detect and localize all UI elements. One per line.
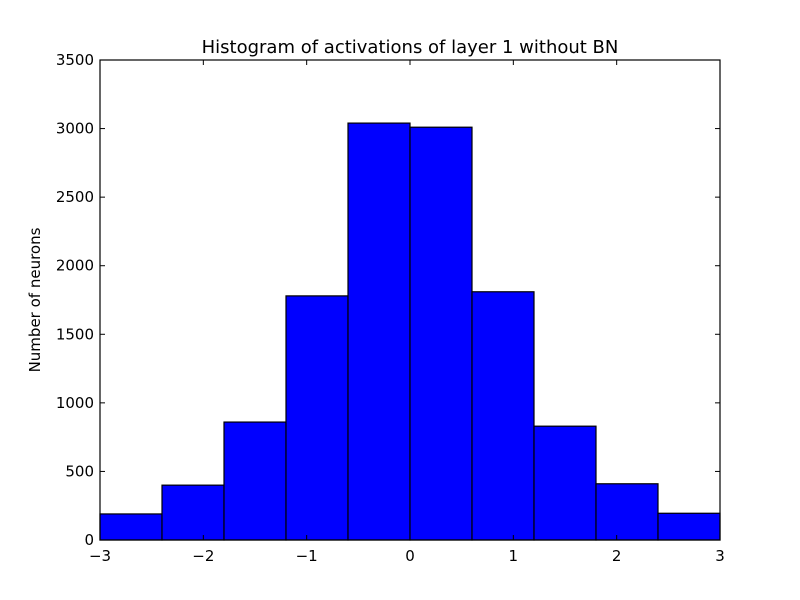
x-tick-label: 2 [612,547,622,565]
histogram-bar [657,512,721,541]
x-tick-label: 3 [715,547,725,565]
histogram-bar [409,126,473,541]
histogram-bar [285,295,349,541]
y-tick-label: 3500 [56,51,94,69]
y-axis-label: Number of neurons [26,227,44,372]
bars-group [99,122,721,541]
y-tick-label: 1500 [56,325,94,343]
chart-title: Histogram of activations of layer 1 with… [202,37,619,58]
y-tick-label: 1000 [56,394,94,412]
x-tick-label: 0 [405,547,415,565]
histogram-bar [223,421,287,541]
x-tick-label: −3 [89,547,111,565]
histogram-bar [161,484,225,541]
ticks-group: −3 −2 −1 0 1 2 3 0 500 1000 1500 2000 2500 3000 3500 [56,51,725,565]
x-tick-label: −2 [192,547,214,565]
y-tick-label: 2500 [56,188,94,206]
x-tick-label: 1 [509,547,519,565]
y-tick-label: 0 [84,531,94,549]
histogram-bar [595,483,659,541]
y-tick-label: 2000 [56,257,94,275]
x-tick-label: −1 [296,547,318,565]
histogram-bar [347,122,411,541]
histogram-bar [471,291,535,541]
histogram-bar [99,513,163,541]
plot-frame [99,59,721,541]
y-tick-label: 3000 [56,120,94,138]
histogram-bar [533,425,597,541]
y-tick-label: 500 [65,462,94,480]
